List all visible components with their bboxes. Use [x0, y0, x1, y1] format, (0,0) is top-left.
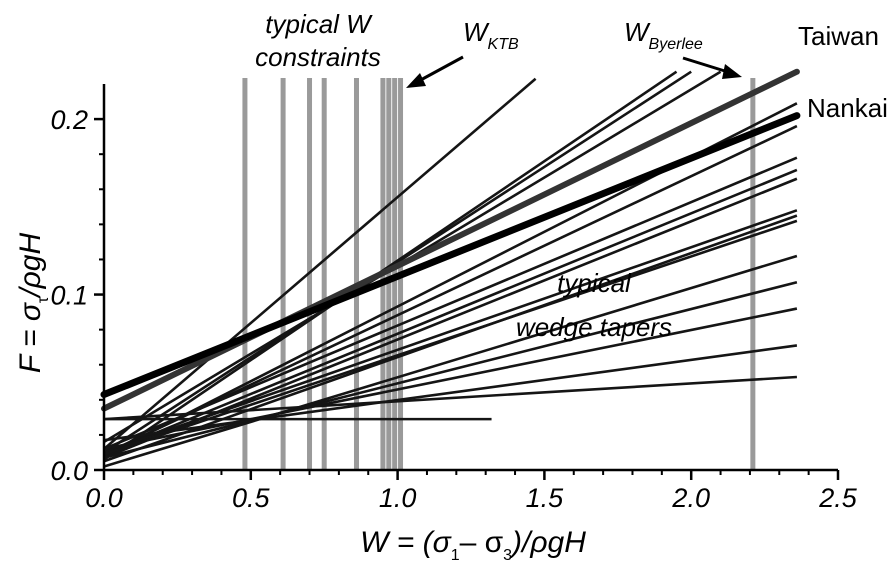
wedge-taper-line-11 — [103, 219, 798, 456]
y-tick-label-1: 0.1 — [50, 281, 88, 311]
tapers-annotation-line2: wedge tapers — [516, 312, 672, 342]
wedge-taper-line-6 — [103, 156, 798, 451]
w-byerlee-label: WByerlee — [624, 17, 703, 53]
y-axis-label: F = στ/ρgH — [14, 233, 52, 374]
x-tick-label-5: 2.5 — [818, 483, 858, 513]
tapers-annotation-line1: typical — [557, 268, 632, 298]
wedge-taper-line-16 — [103, 375, 797, 421]
wedge-taper-line-15 — [103, 344, 798, 442]
wedge-taper-line-0 — [103, 77, 537, 450]
x-tick-label-4: 2.0 — [671, 483, 710, 513]
x-tick-label-1: 0.5 — [232, 483, 271, 513]
x-tick-label-0: 0.0 — [85, 483, 123, 513]
w-byerlee-arrowhead — [722, 64, 742, 79]
constraints-annotation-line2: constraints — [255, 42, 381, 72]
w-ktb-arrow — [416, 55, 464, 84]
y-tick-label-0: 0.0 — [50, 456, 88, 486]
series-label-nankai: Nankai — [807, 93, 888, 123]
wedge-taper-line-9 — [103, 209, 798, 454]
y-tick-label-2: 0.2 — [50, 105, 88, 135]
wedge-taper-line-13 — [103, 281, 798, 459]
constraints-annotation-line1: typical W — [265, 9, 373, 39]
w-ktb-label: WKTB — [463, 17, 519, 53]
series-lines — [100, 68, 801, 412]
series-line-taiwan — [101, 68, 800, 412]
series-label-taiwan: Taiwan — [798, 21, 879, 51]
wedge-taper-lines — [103, 70, 798, 468]
x-tick-label-3: 1.5 — [526, 483, 565, 513]
wedge-taper-line-2 — [103, 70, 692, 454]
axes: 0.0 0.5 1.0 1.5 2.0 2.5 0.0 0.1 0.2 — [50, 84, 858, 513]
w-ktb-arrowhead — [406, 73, 426, 88]
wedge-taper-line-7 — [103, 168, 798, 456]
x-axis-label: W = (σ1– σ3)/ρgH — [360, 526, 586, 563]
x-tick-label-2: 1.0 — [379, 483, 417, 513]
series-line-nankai — [100, 112, 801, 399]
w-byerlee-arrow — [682, 56, 729, 74]
wedge-taper-line-12 — [103, 254, 798, 468]
